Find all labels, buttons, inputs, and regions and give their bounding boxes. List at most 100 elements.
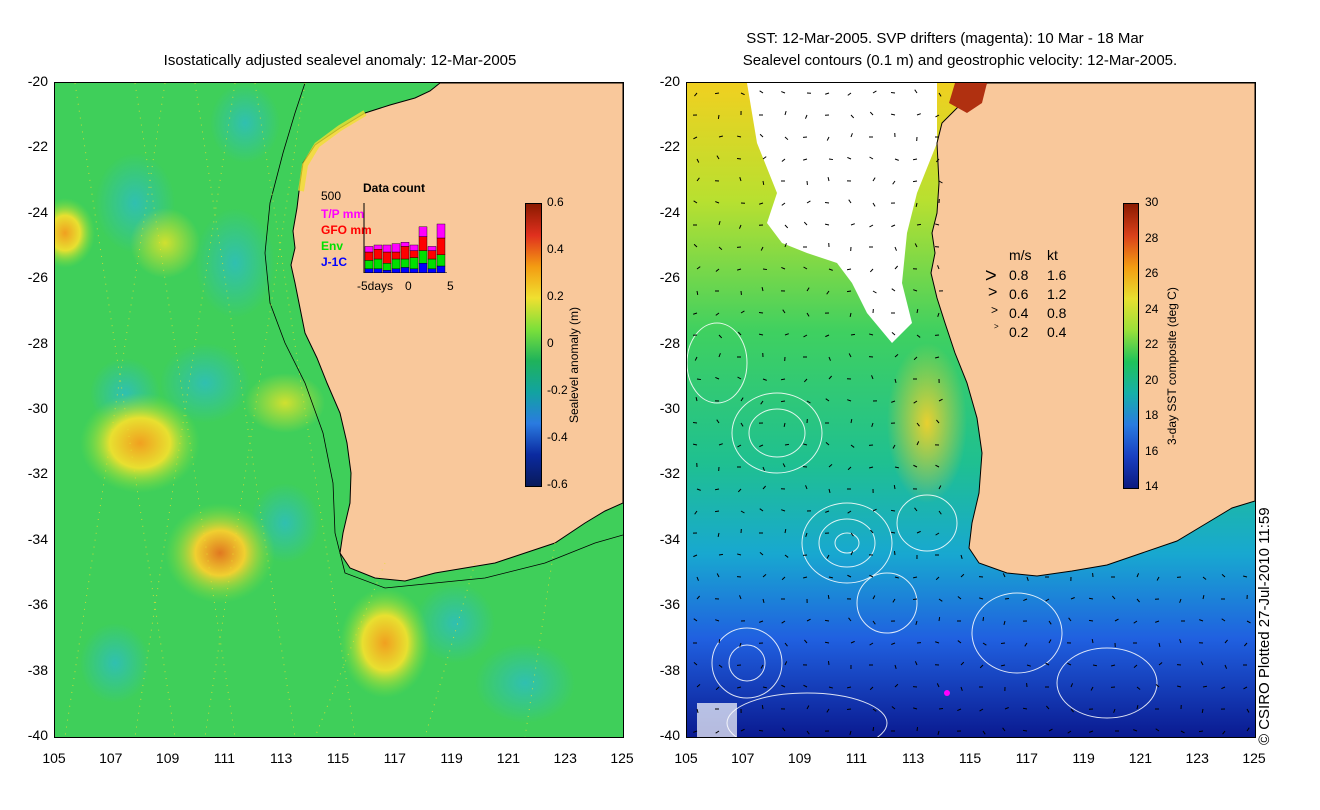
- velocity-vector: [759, 202, 764, 205]
- velocity-vector: [828, 488, 831, 493]
- velocity-vector: [936, 683, 940, 688]
- y-tick-label: -20: [27, 73, 48, 89]
- velocity-vector: [894, 466, 900, 469]
- velocity-vector: [1070, 597, 1075, 600]
- inset-x-label-mid: 0: [405, 279, 412, 293]
- velocity-vector: [1155, 620, 1160, 623]
- velocity-vector: [782, 727, 786, 732]
- velocity-vector: [912, 180, 918, 183]
- velocity-vector: [1022, 707, 1028, 710]
- velocity-vector: [913, 464, 918, 468]
- velocity-vector: [1246, 708, 1250, 713]
- left-altimeter-tracks: [64, 83, 556, 737]
- velocity-vector: [915, 620, 918, 625]
- velocity-vector: [1068, 617, 1072, 622]
- velocity-vector: [803, 158, 808, 161]
- velocity-vector: [848, 353, 852, 358]
- right-colorbar-label: 3-day SST composite (deg C): [1165, 287, 1179, 445]
- velocity-vector: [869, 642, 874, 646]
- x-tick-label: 109: [155, 750, 180, 766]
- left-colorbar-label: Sealevel anomaly (m): [567, 306, 581, 423]
- velocity-vector: [760, 664, 764, 669]
- inset-bar-segment: [436, 237, 446, 255]
- x-tick-label: 113: [270, 750, 293, 766]
- velocity-vector: [740, 728, 745, 732]
- velocity-vector: [782, 463, 786, 468]
- velocity-vector: [693, 312, 698, 315]
- velocity-vector: [938, 598, 943, 602]
- velocity-vector: [891, 706, 896, 710]
- velocity-vector: [894, 683, 899, 688]
- velocity-vector: [738, 224, 742, 229]
- velocity-vector: [737, 376, 742, 380]
- velocity-vector: [759, 508, 764, 512]
- velocity-vector: [894, 378, 897, 383]
- velocity-vector: [850, 333, 856, 336]
- velocity-vector: [828, 268, 833, 271]
- velocity-vector: [826, 290, 830, 295]
- velocity-vector: [694, 356, 698, 361]
- velocity-vector: [784, 333, 789, 336]
- velocity-vector: [1156, 576, 1160, 581]
- velocity-vector: [935, 158, 940, 163]
- colorbar-tick-label: -0.2: [547, 383, 568, 397]
- velocity-vector: [826, 554, 830, 559]
- velocity-vector: [850, 640, 855, 644]
- inset-bar-segment: [382, 244, 392, 253]
- colorbar-tick-label: 22: [1145, 337, 1159, 351]
- velocity-vector: [871, 422, 874, 427]
- velocity-vector: [894, 246, 897, 251]
- right-panel-title-line1: SST: 12-Mar-2005. SVP drifters (magenta)…: [746, 30, 1144, 47]
- y-tick-label: -28: [659, 334, 680, 351]
- velocity-vector: [693, 200, 698, 204]
- velocity-vector: [938, 92, 942, 97]
- inset-legend-item: Env: [321, 239, 344, 253]
- legend-arrow-icon: >: [985, 265, 997, 287]
- y-tick-label: -38: [27, 661, 48, 678]
- left-cool-eddy: [160, 343, 250, 423]
- velocity-vector: [872, 290, 877, 294]
- y-tick-label: -36: [659, 596, 680, 613]
- velocity-vector: [1045, 705, 1050, 710]
- velocity-vector: [850, 133, 853, 138]
- velocity-vector: [937, 730, 940, 735]
- right-warm-current: [887, 343, 967, 503]
- velocity-vector: [872, 508, 877, 512]
- colorbar-tick-label: 14: [1145, 479, 1159, 493]
- velocity-vector: [693, 730, 698, 733]
- velocity-vector: [847, 574, 852, 578]
- velocity-vector: [1133, 664, 1138, 669]
- inset-bar-segment: [418, 226, 428, 237]
- velocity-vector: [1158, 642, 1161, 648]
- velocity-vector: [761, 704, 764, 710]
- velocity-vector: [805, 532, 808, 537]
- svp-drifter: [944, 690, 950, 696]
- inset-bar-segment: [391, 268, 401, 273]
- velocity-vector: [1179, 598, 1182, 603]
- velocity-vector: [847, 466, 852, 471]
- velocity-vector: [1179, 639, 1182, 644]
- velocity-vector: [825, 442, 830, 446]
- velocity-vector: [912, 158, 918, 161]
- velocity-vector: [1111, 664, 1116, 667]
- velocity-vector: [825, 398, 830, 402]
- velocity-vector: [736, 135, 742, 138]
- velocity-vector: [1026, 576, 1029, 581]
- velocity-vector: [804, 114, 808, 119]
- velocity-vector: [914, 243, 918, 248]
- velocity-vector: [1202, 594, 1205, 600]
- velocity-vector: [960, 573, 965, 578]
- velocity-vector: [1155, 728, 1160, 732]
- velocity-vector: [890, 509, 896, 512]
- data-count-inset: 500 Data count T/P mm GFO mm Env J-1C -5day…: [317, 181, 457, 303]
- velocity-vector: [846, 686, 852, 689]
- velocity-vector: [935, 641, 940, 644]
- velocity-vector: [915, 202, 918, 208]
- velocity-vector: [1136, 573, 1140, 578]
- inset-bar-segment: [418, 236, 428, 251]
- velocity-vector: [781, 684, 786, 688]
- velocity-vector: [694, 510, 698, 515]
- velocity-vector: [828, 375, 833, 380]
- velocity-vector: [890, 91, 896, 94]
- colorbar-tick-label: 28: [1145, 230, 1159, 245]
